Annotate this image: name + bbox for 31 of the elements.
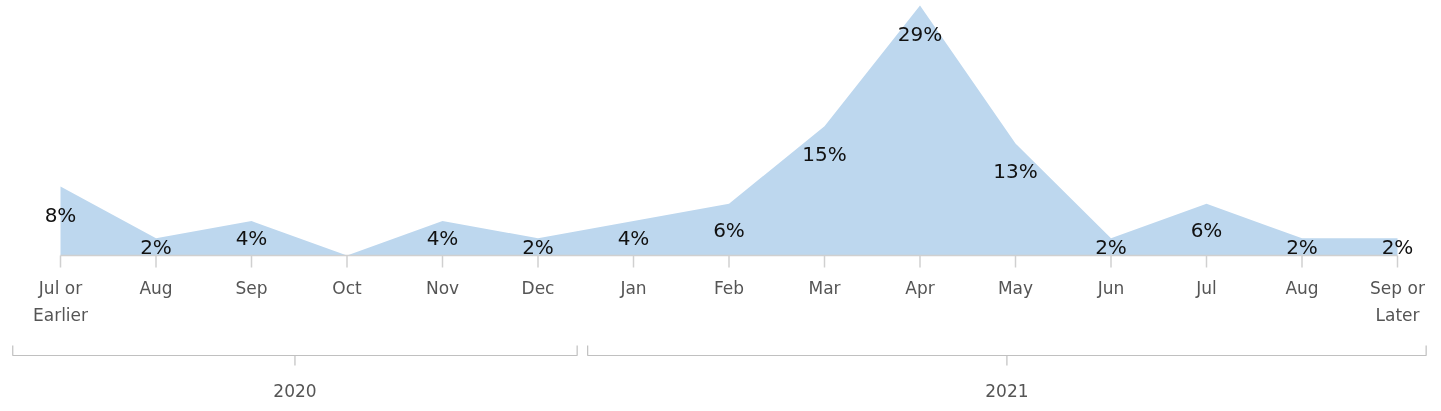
x-tick-label: Aug: [139, 277, 173, 298]
x-tick-label: Jun: [1096, 277, 1125, 298]
x-tick-label: Jan: [619, 277, 647, 298]
text: 2020: [273, 381, 317, 401]
x-tick-label: Dec: [521, 277, 555, 298]
x-tick-label: Jul: [1195, 277, 1217, 298]
data-label: 4%: [235, 226, 268, 251]
data-label: 2%: [140, 234, 172, 259]
x-tick-label: Feb: [713, 277, 745, 298]
text: 2021: [985, 381, 1029, 401]
x-tick-label: May: [997, 277, 1034, 298]
data-label: 4%: [426, 226, 459, 251]
data-label: 2%: [1095, 234, 1127, 259]
x-tick-label: Aug: [1285, 277, 1319, 298]
data-label: 8%: [44, 202, 77, 227]
data-label: 2%: [1286, 234, 1318, 259]
data-label: 6%: [713, 217, 745, 242]
data-label: 2%: [1381, 234, 1414, 259]
x-tick-label: Apr: [905, 277, 935, 298]
data-label: 4%: [617, 226, 650, 251]
x-tick-label: Nov: [425, 277, 460, 298]
x-tick-label: Oct: [332, 277, 363, 298]
x-tick-label: Sep or Later: [1370, 277, 1425, 325]
data-label: 6%: [1190, 217, 1223, 242]
x-tick-label: Sep: [235, 277, 268, 298]
x-tick-label: Mar: [808, 277, 841, 298]
data-label: 13%: [993, 159, 1038, 184]
x-tick-label: Jul or Earlier: [32, 277, 89, 325]
data-label: 15%: [802, 142, 847, 167]
data-label: 29%: [897, 21, 943, 46]
data-label: 2%: [522, 234, 554, 259]
